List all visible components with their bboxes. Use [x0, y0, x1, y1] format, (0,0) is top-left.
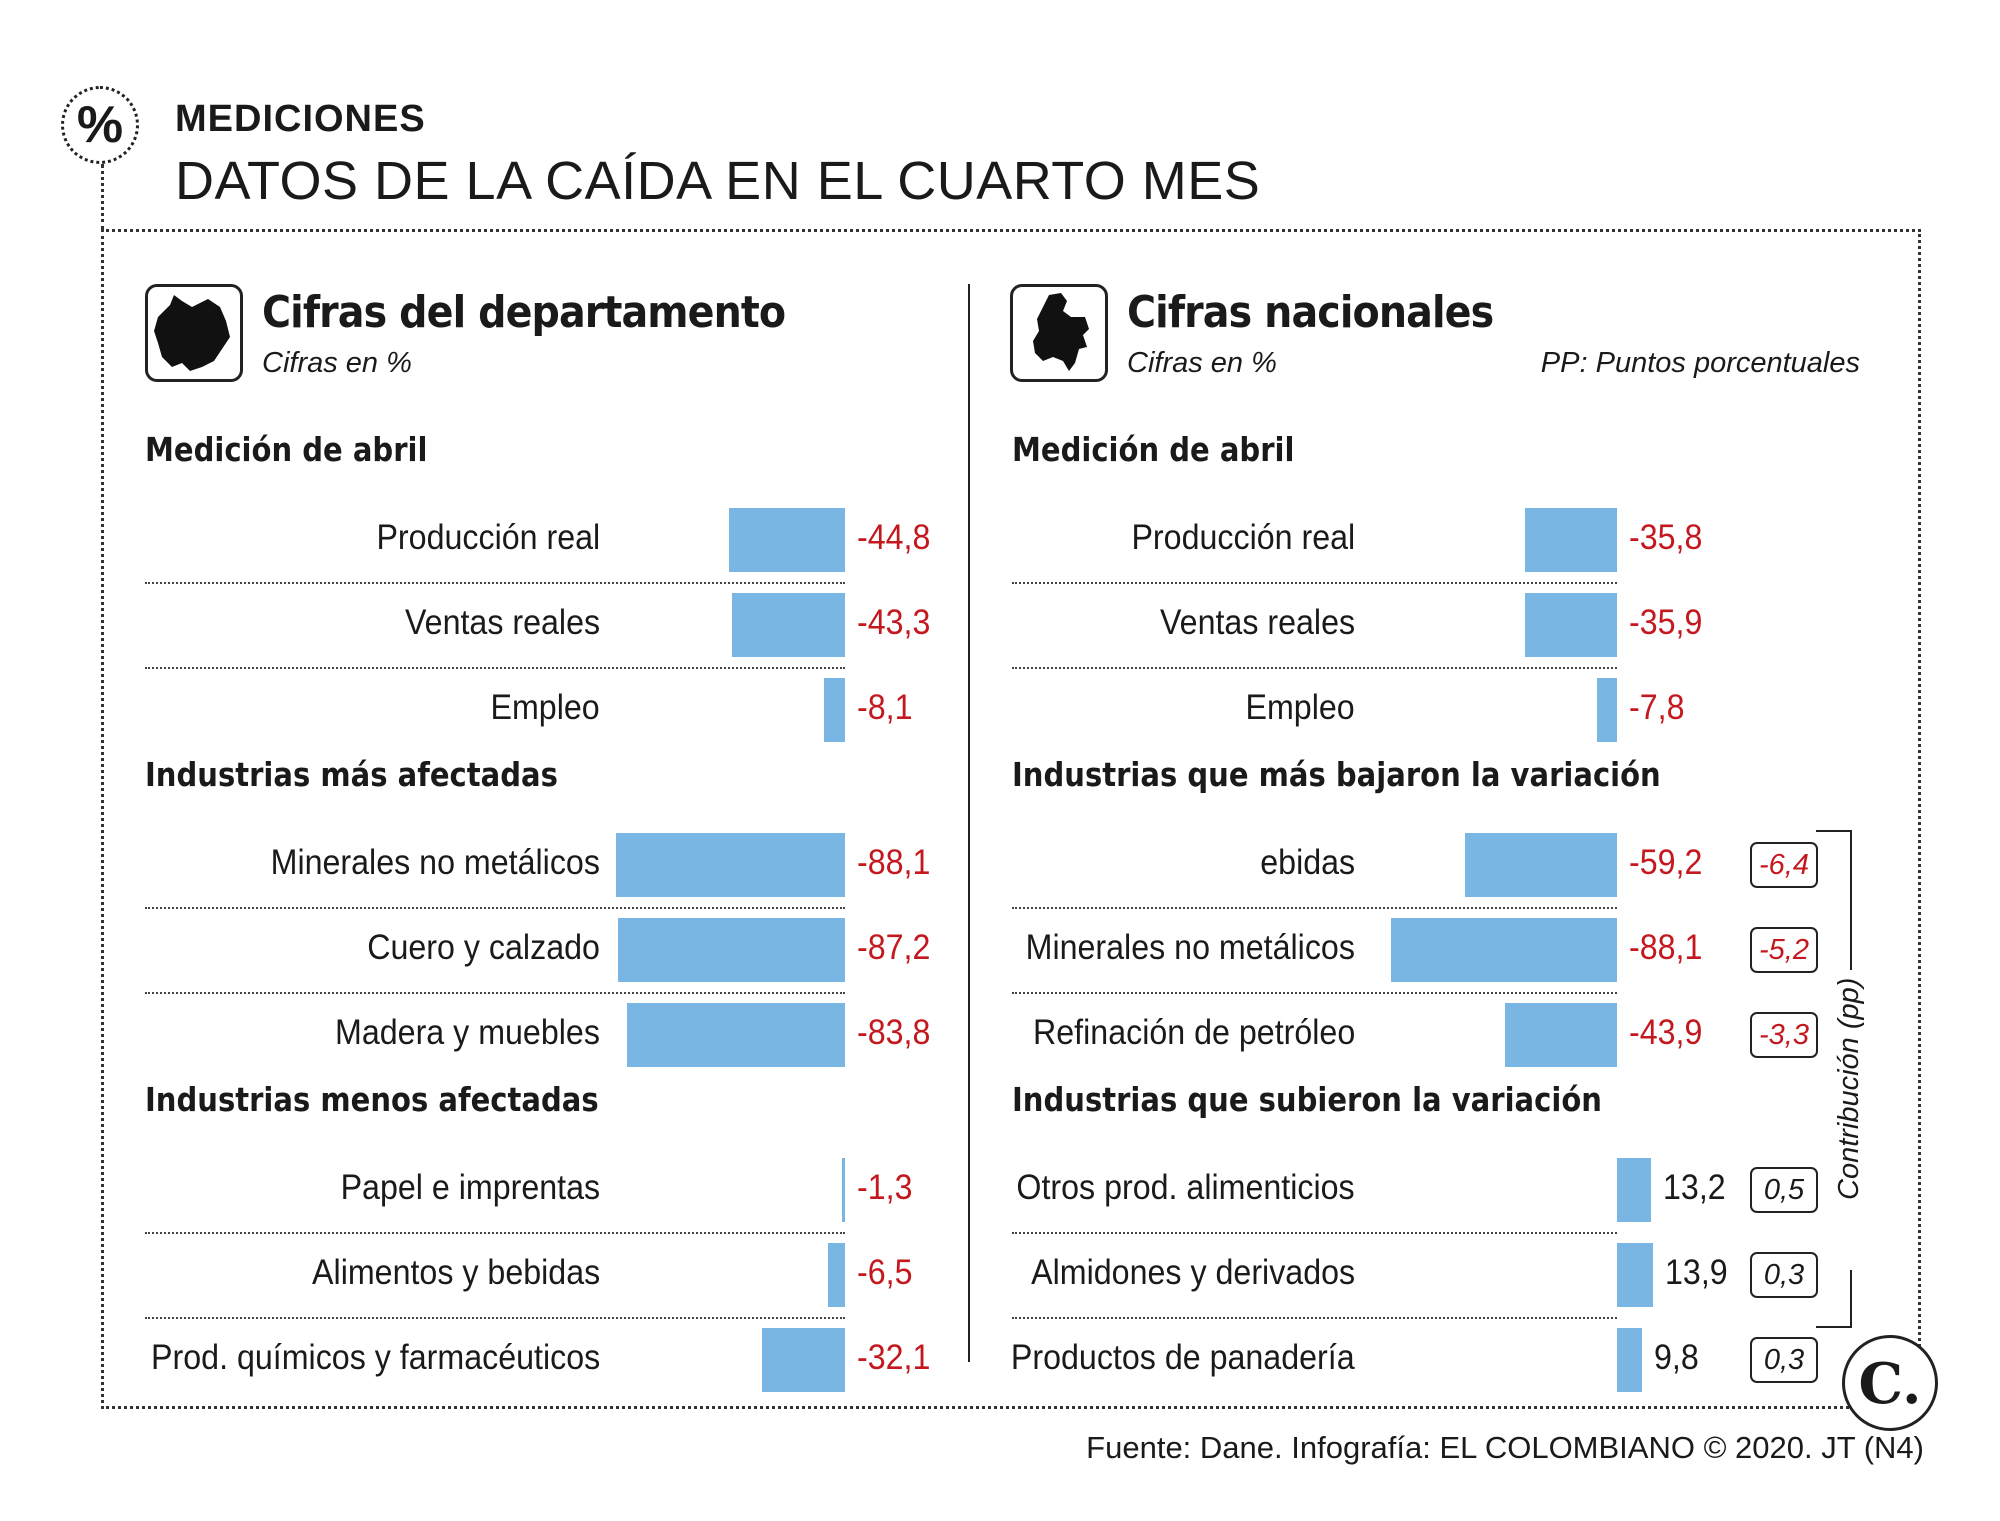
bar-value: -87,2	[857, 928, 931, 967]
bar-value: -83,8	[857, 1013, 931, 1052]
bar-label: Cuero y calzado	[367, 928, 600, 967]
bar-label: Refinación de petróleo	[1032, 1013, 1355, 1052]
row-divider	[1012, 907, 1617, 909]
frame-connector	[101, 164, 104, 230]
bar-value: -32,1	[857, 1338, 931, 1377]
kicker: MEDICIONES	[175, 98, 426, 140]
bar-value: -88,1	[857, 843, 931, 882]
bar-value: -6,5	[857, 1253, 913, 1292]
source-credit: Fuente: Dane. Infografía: EL COLOMBIANO …	[1086, 1430, 1924, 1465]
bar-value: -35,9	[1629, 603, 1703, 642]
bar-value: -1,3	[857, 1168, 913, 1207]
section-title: Industrias que más bajaron la variación	[1012, 755, 1661, 794]
right-panel-subtitle: Cifras en %	[1127, 347, 1277, 379]
bar	[1617, 1243, 1653, 1307]
right-panel-title: Cifras nacionales	[1127, 287, 1494, 338]
row-divider	[145, 907, 845, 909]
left-panel-title: Cifras del departamento	[262, 287, 786, 338]
bar	[841, 1158, 845, 1222]
bar-label: Ventas reales	[404, 603, 600, 642]
left-panel-subtitle: Cifras en %	[262, 347, 412, 379]
el-colombiano-logo: C.	[1842, 1335, 1938, 1431]
section-title: Medición de abril	[1012, 430, 1295, 469]
bar-label: Productos de panadería	[1011, 1338, 1355, 1377]
bar-value: -43,3	[857, 603, 931, 642]
bar	[1617, 1328, 1643, 1392]
bar-value: 13,2	[1662, 1168, 1726, 1207]
bar	[732, 593, 845, 657]
contribution-box: 0,5	[1750, 1167, 1818, 1213]
bar	[761, 1328, 845, 1392]
bar-label: Alimentos y bebidas	[311, 1253, 600, 1292]
bar-label: Prod. químicos y farmacéuticos	[150, 1338, 600, 1377]
row-divider	[1012, 992, 1617, 994]
row-divider	[145, 667, 845, 669]
bar	[1391, 918, 1617, 982]
bar	[1525, 508, 1617, 572]
contribution-box: -6,4	[1750, 842, 1818, 888]
bar-label: ebidas	[1260, 843, 1355, 882]
bar	[615, 833, 845, 897]
section-title: Industrias más afectadas	[145, 755, 558, 794]
bar-label: Empleo	[1245, 688, 1355, 727]
bar-label: Madera y muebles	[335, 1013, 600, 1052]
bar-label: Minerales no metálicos	[1025, 928, 1355, 967]
row-divider	[145, 992, 845, 994]
bar-value: -8,1	[857, 688, 913, 727]
bar	[823, 678, 845, 742]
bar-value: 13,9	[1664, 1253, 1728, 1292]
panel-divider	[968, 284, 970, 1362]
bar	[1465, 833, 1617, 897]
row-divider	[1012, 1317, 1617, 1319]
row-divider	[1012, 667, 1617, 669]
bar	[618, 918, 845, 982]
bar	[1597, 678, 1617, 742]
bar	[728, 508, 845, 572]
section-title: Industrias que subieron la variación	[1012, 1080, 1602, 1119]
bar-label: Ventas reales	[1159, 603, 1355, 642]
bar-label: Papel e imprentas	[340, 1168, 600, 1207]
row-divider	[145, 1317, 845, 1319]
bar-label: Almidones y derivados	[1031, 1253, 1355, 1292]
bar-value: -43,9	[1629, 1013, 1703, 1052]
bar	[828, 1243, 845, 1307]
section-title: Industrias menos afectadas	[145, 1080, 599, 1119]
contribution-box: 0,3	[1750, 1337, 1818, 1383]
bar	[1617, 1158, 1651, 1222]
bar	[1525, 593, 1617, 657]
antioquia-map-icon	[145, 284, 243, 382]
section-title: Medición de abril	[145, 430, 428, 469]
bar-label: Minerales no metálicos	[270, 843, 600, 882]
row-divider	[1012, 1232, 1617, 1234]
bar-value: -35,8	[1629, 518, 1703, 557]
bar-value: -88,1	[1629, 928, 1703, 967]
bracket-gap	[1832, 970, 1872, 1270]
bar	[1504, 1003, 1617, 1067]
row-divider	[1012, 582, 1617, 584]
pp-note: PP: Puntos porcentuales	[1540, 347, 1860, 379]
row-divider	[145, 582, 845, 584]
colombia-map-icon	[1010, 284, 1108, 382]
contribution-box: -5,2	[1750, 927, 1818, 973]
contribution-label: Contribución (pp)	[1833, 977, 1865, 1200]
percent-icon: %	[61, 86, 139, 164]
bar-value: -7,8	[1629, 688, 1685, 727]
contribution-box: -3,3	[1750, 1012, 1818, 1058]
page-title: DATOS DE LA CAÍDA EN EL CUARTO MES	[175, 151, 1261, 211]
row-divider	[145, 1232, 845, 1234]
contribution-box: 0,3	[1750, 1252, 1818, 1298]
frame-right-edge	[1918, 229, 1921, 1353]
bar-value: 9,8	[1654, 1338, 1699, 1377]
bar-label: Producción real	[1131, 518, 1355, 557]
bar-label: Otros prod. alimenticios	[1016, 1168, 1355, 1207]
bar-value: -44,8	[857, 518, 931, 557]
bar-label: Producción real	[376, 518, 600, 557]
bar-label: Empleo	[490, 688, 600, 727]
bar-value: -59,2	[1629, 843, 1703, 882]
bar	[627, 1003, 845, 1067]
content-frame	[101, 229, 1921, 1409]
